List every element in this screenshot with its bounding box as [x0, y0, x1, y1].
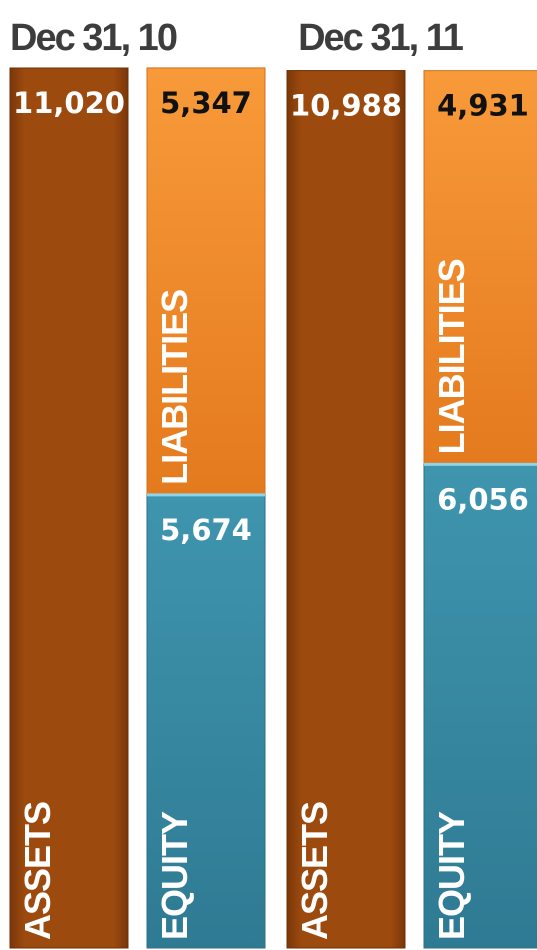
- liabilities-value-label: 5,347: [160, 86, 252, 120]
- equity-category-label: EQUITY: [154, 811, 195, 940]
- assets-category-label: ASSETS: [17, 802, 58, 940]
- liabilities-category-label: LIABILITIES: [154, 290, 195, 485]
- period-title: Dec 31, 11: [298, 17, 464, 59]
- period-title: Dec 31, 10: [10, 17, 177, 59]
- assets-category-label: ASSETS: [294, 802, 335, 940]
- liabilities-bar: [146, 67, 266, 496]
- assets-value-label: 10,988: [290, 89, 402, 123]
- assets-bar: [9, 67, 129, 949]
- assets-value-label: 11,020: [13, 86, 125, 120]
- liabilities-bar: [423, 70, 537, 465]
- equity-category-label: EQUITY: [431, 811, 472, 940]
- liabilities-value-label: 4,931: [437, 89, 529, 123]
- assets-bar: [286, 70, 406, 949]
- liabilities-category-label: LIABILITIES: [431, 259, 472, 454]
- equity-value-label: 5,674: [160, 513, 252, 547]
- equity-value-label: 6,056: [437, 482, 529, 516]
- equity-bar: [423, 463, 537, 949]
